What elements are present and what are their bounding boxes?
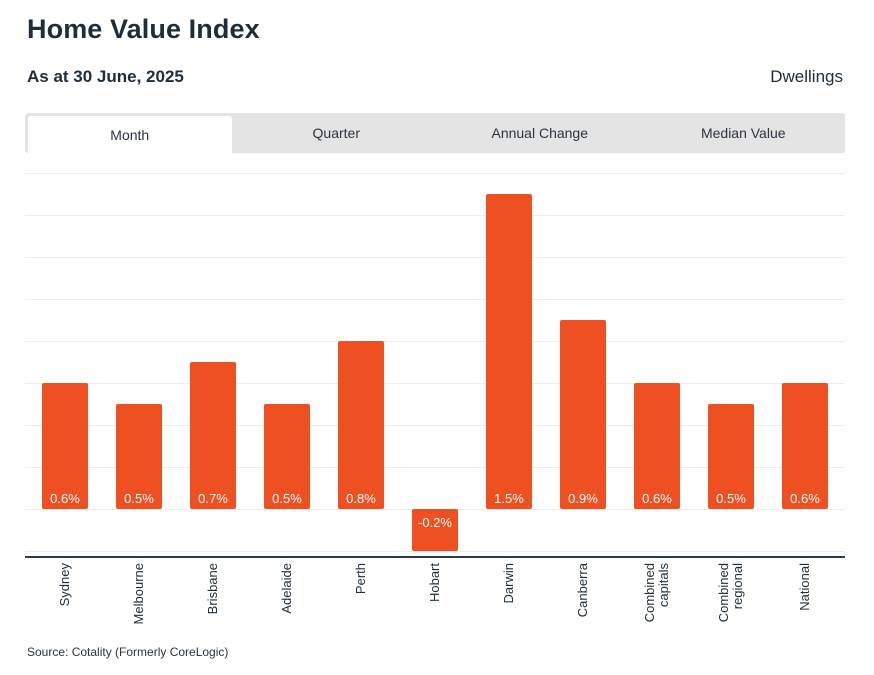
as-at-date: As at 30 June, 2025 (27, 67, 184, 86)
tab-annual-change[interactable]: Annual Change (491, 125, 589, 141)
bar-8 (634, 383, 680, 509)
category-label: Hobart (427, 563, 442, 602)
tab-quarter[interactable]: Quarter (312, 125, 360, 141)
category-label: Brisbane (205, 563, 220, 614)
data-label: 0.6% (790, 491, 820, 506)
category-label: Combined (716, 563, 731, 622)
bar-5 (412, 509, 458, 551)
bar-7 (560, 320, 606, 509)
tab-median-value[interactable]: Median Value (700, 125, 786, 141)
bar-3 (264, 404, 310, 509)
data-label: 0.9% (568, 491, 598, 506)
category-label: Canberra (575, 562, 590, 617)
category-label: Sydney (57, 563, 72, 607)
bar-0 (42, 383, 88, 509)
source-note: Source: Cotality (Formerly CoreLogic) (27, 645, 229, 659)
data-label: 0.5% (716, 491, 746, 506)
bar-10 (782, 383, 828, 509)
data-label: 0.7% (198, 491, 228, 506)
data-label: 0.8% (346, 491, 376, 506)
category-label: National (797, 563, 812, 611)
category-label: Melbourne (131, 563, 146, 624)
data-label: 0.5% (272, 491, 302, 506)
data-label: 1.5% (494, 491, 524, 506)
category-label: Perth (353, 563, 368, 594)
bar-9 (708, 404, 754, 509)
category-label: capitals (656, 563, 671, 608)
tab-month[interactable]: Month (28, 116, 232, 153)
category-label: Combined (642, 563, 657, 622)
bar-1 (116, 404, 162, 509)
category-label: Darwin (501, 563, 516, 603)
period-tabs: Month Quarter Annual Change Median Value (25, 113, 845, 153)
category-label: regional (730, 563, 745, 609)
bar-6 (486, 194, 532, 509)
category-label: Adelaide (279, 563, 294, 614)
segment-label: Dwellings (770, 67, 843, 86)
bar-2 (190, 362, 236, 509)
data-label: 0.6% (642, 491, 672, 506)
bar-4 (338, 341, 384, 509)
data-label: -0.2% (418, 515, 452, 530)
chart-title: Home Value Index (27, 14, 260, 44)
data-label: 0.6% (50, 491, 80, 506)
data-label: 0.5% (124, 491, 154, 506)
